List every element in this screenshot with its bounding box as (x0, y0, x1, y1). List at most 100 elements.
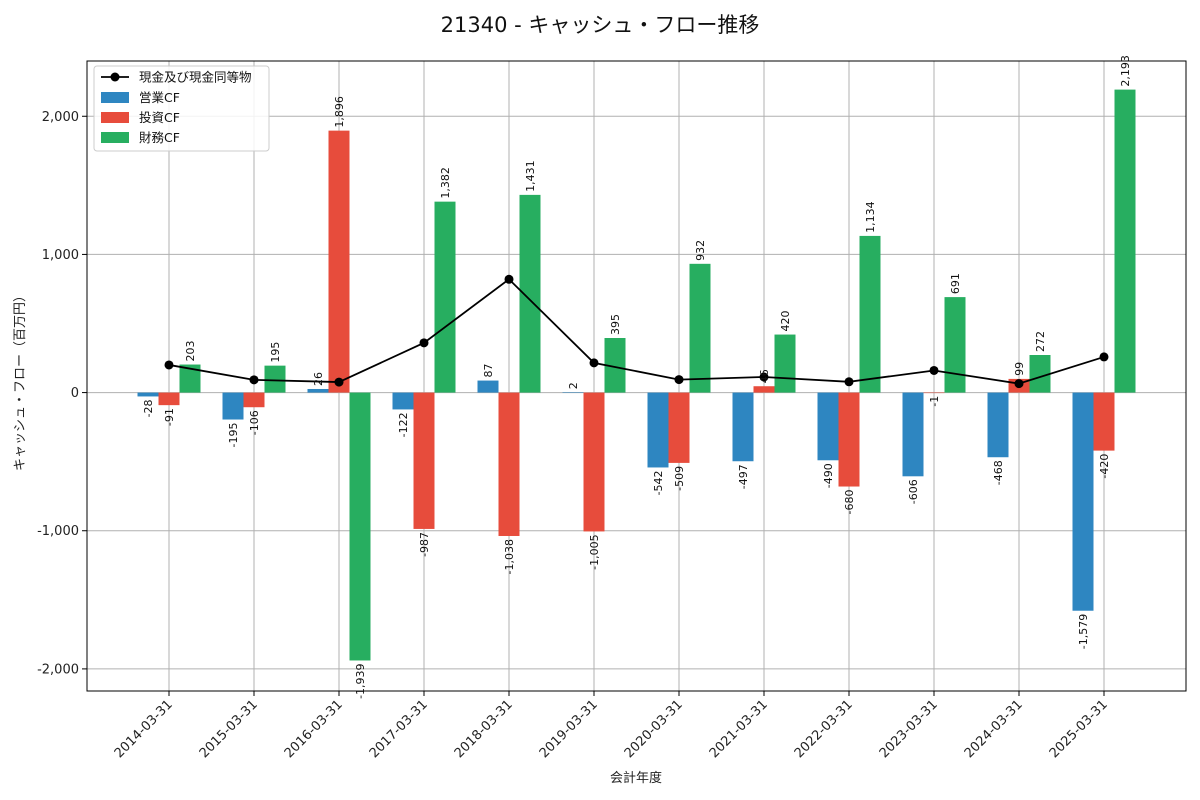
legend-label: 財務CF (139, 130, 180, 145)
data-label: -468 (992, 460, 1005, 485)
data-label: 1,896 (333, 96, 346, 128)
line-layer (164, 274, 1109, 389)
x-tick-label: 2021-03-31 (707, 697, 771, 761)
line-point (164, 360, 174, 370)
data-label: 691 (949, 273, 962, 294)
bar (1114, 89, 1136, 393)
bar (179, 364, 201, 393)
bar (222, 392, 244, 420)
data-label: -1,939 (354, 663, 367, 698)
bar (519, 194, 541, 393)
bar (137, 392, 159, 397)
y-axis-label: キャッシュ・フロー（百万円） (13, 289, 28, 471)
bar (307, 388, 329, 393)
line-point (249, 375, 259, 385)
data-label: -1,005 (588, 534, 601, 569)
data-label: -420 (1098, 454, 1111, 479)
bar (562, 392, 584, 393)
line-point (504, 274, 514, 284)
legend-swatch (101, 112, 129, 123)
bar (647, 392, 669, 468)
legend-swatch (101, 92, 129, 103)
bar (944, 297, 966, 393)
data-label: 26 (312, 372, 325, 386)
line-point (1099, 352, 1109, 362)
data-label-layer: -28 -195 26 -122 87 2 -542 -497 -490 -606 -468 -1,5… (142, 55, 1132, 699)
line-point (1014, 379, 1024, 389)
bar (583, 392, 605, 532)
bar (668, 392, 690, 463)
legend-line-marker (110, 72, 120, 82)
line-point (334, 377, 344, 387)
legend-label: 現金及び現金同等物 (139, 70, 252, 85)
bar (923, 392, 945, 394)
axis-layer: -2,000 -1,000 0 1,000 2,000 2014-03-31 2015-03… (37, 110, 1111, 761)
bar (1029, 355, 1051, 393)
data-label: 46 (758, 369, 771, 383)
data-label: -122 (397, 412, 410, 437)
x-tick-label: 2025-03-31 (1047, 697, 1111, 761)
legend-box (93, 65, 270, 152)
x-tick-label: 2020-03-31 (622, 697, 686, 761)
bar (774, 334, 796, 393)
bar (434, 201, 456, 393)
data-label: -490 (822, 463, 835, 488)
line-point (674, 375, 684, 385)
data-label: -28 (142, 399, 155, 417)
data-label: -195 (227, 423, 240, 448)
chart-title: 21340 - キャッシュ・フロー推移 (441, 13, 760, 37)
data-label: -509 (673, 466, 686, 491)
plot-frame (86, 60, 1187, 692)
line-point (844, 377, 854, 387)
line-point (589, 358, 599, 368)
x-tick-label: 2017-03-31 (367, 697, 431, 761)
legend-label: 営業CF (139, 90, 180, 105)
bar (477, 380, 499, 393)
bar (264, 365, 286, 393)
y-tick-label: 0 (71, 386, 79, 401)
data-label: 395 (609, 314, 622, 335)
bar (902, 392, 924, 477)
bar (392, 392, 414, 410)
line-point (929, 365, 939, 375)
y-tick-label: 1,000 (42, 248, 79, 263)
data-label: -497 (737, 464, 750, 489)
bar (732, 392, 754, 462)
bar (604, 338, 626, 393)
data-label: -542 (652, 470, 665, 495)
bar (158, 392, 180, 406)
x-tick-label: 2023-03-31 (877, 697, 941, 761)
line-point (419, 338, 429, 348)
data-label: 420 (779, 311, 792, 332)
bar (987, 392, 1009, 458)
bar (753, 386, 775, 393)
x-tick-label: 2024-03-31 (962, 697, 1026, 761)
data-label: 1,134 (864, 201, 877, 233)
data-label: -680 (843, 490, 856, 515)
bar (1072, 392, 1094, 611)
legend-label: 投資CF (139, 110, 180, 125)
data-label: 1,382 (439, 167, 452, 199)
data-label: 195 (269, 342, 282, 363)
data-label: 2,193 (1119, 55, 1132, 87)
data-label: 272 (1034, 331, 1047, 352)
x-tick-label: 2022-03-31 (792, 697, 856, 761)
line-point (759, 372, 769, 382)
data-label: -1,038 (503, 539, 516, 574)
data-label: 2 (567, 382, 580, 389)
bar (859, 235, 881, 393)
y-tick-label: -1,000 (37, 524, 79, 539)
data-label: -987 (418, 532, 431, 557)
bar (413, 392, 435, 529)
x-tick-label: 2018-03-31 (452, 697, 516, 761)
bar-layer (137, 89, 1136, 661)
bar (243, 392, 265, 408)
data-label: -106 (248, 410, 261, 435)
x-tick-label: 2016-03-31 (282, 697, 346, 761)
bar (498, 392, 520, 536)
bar (349, 392, 371, 661)
bar (817, 392, 839, 461)
